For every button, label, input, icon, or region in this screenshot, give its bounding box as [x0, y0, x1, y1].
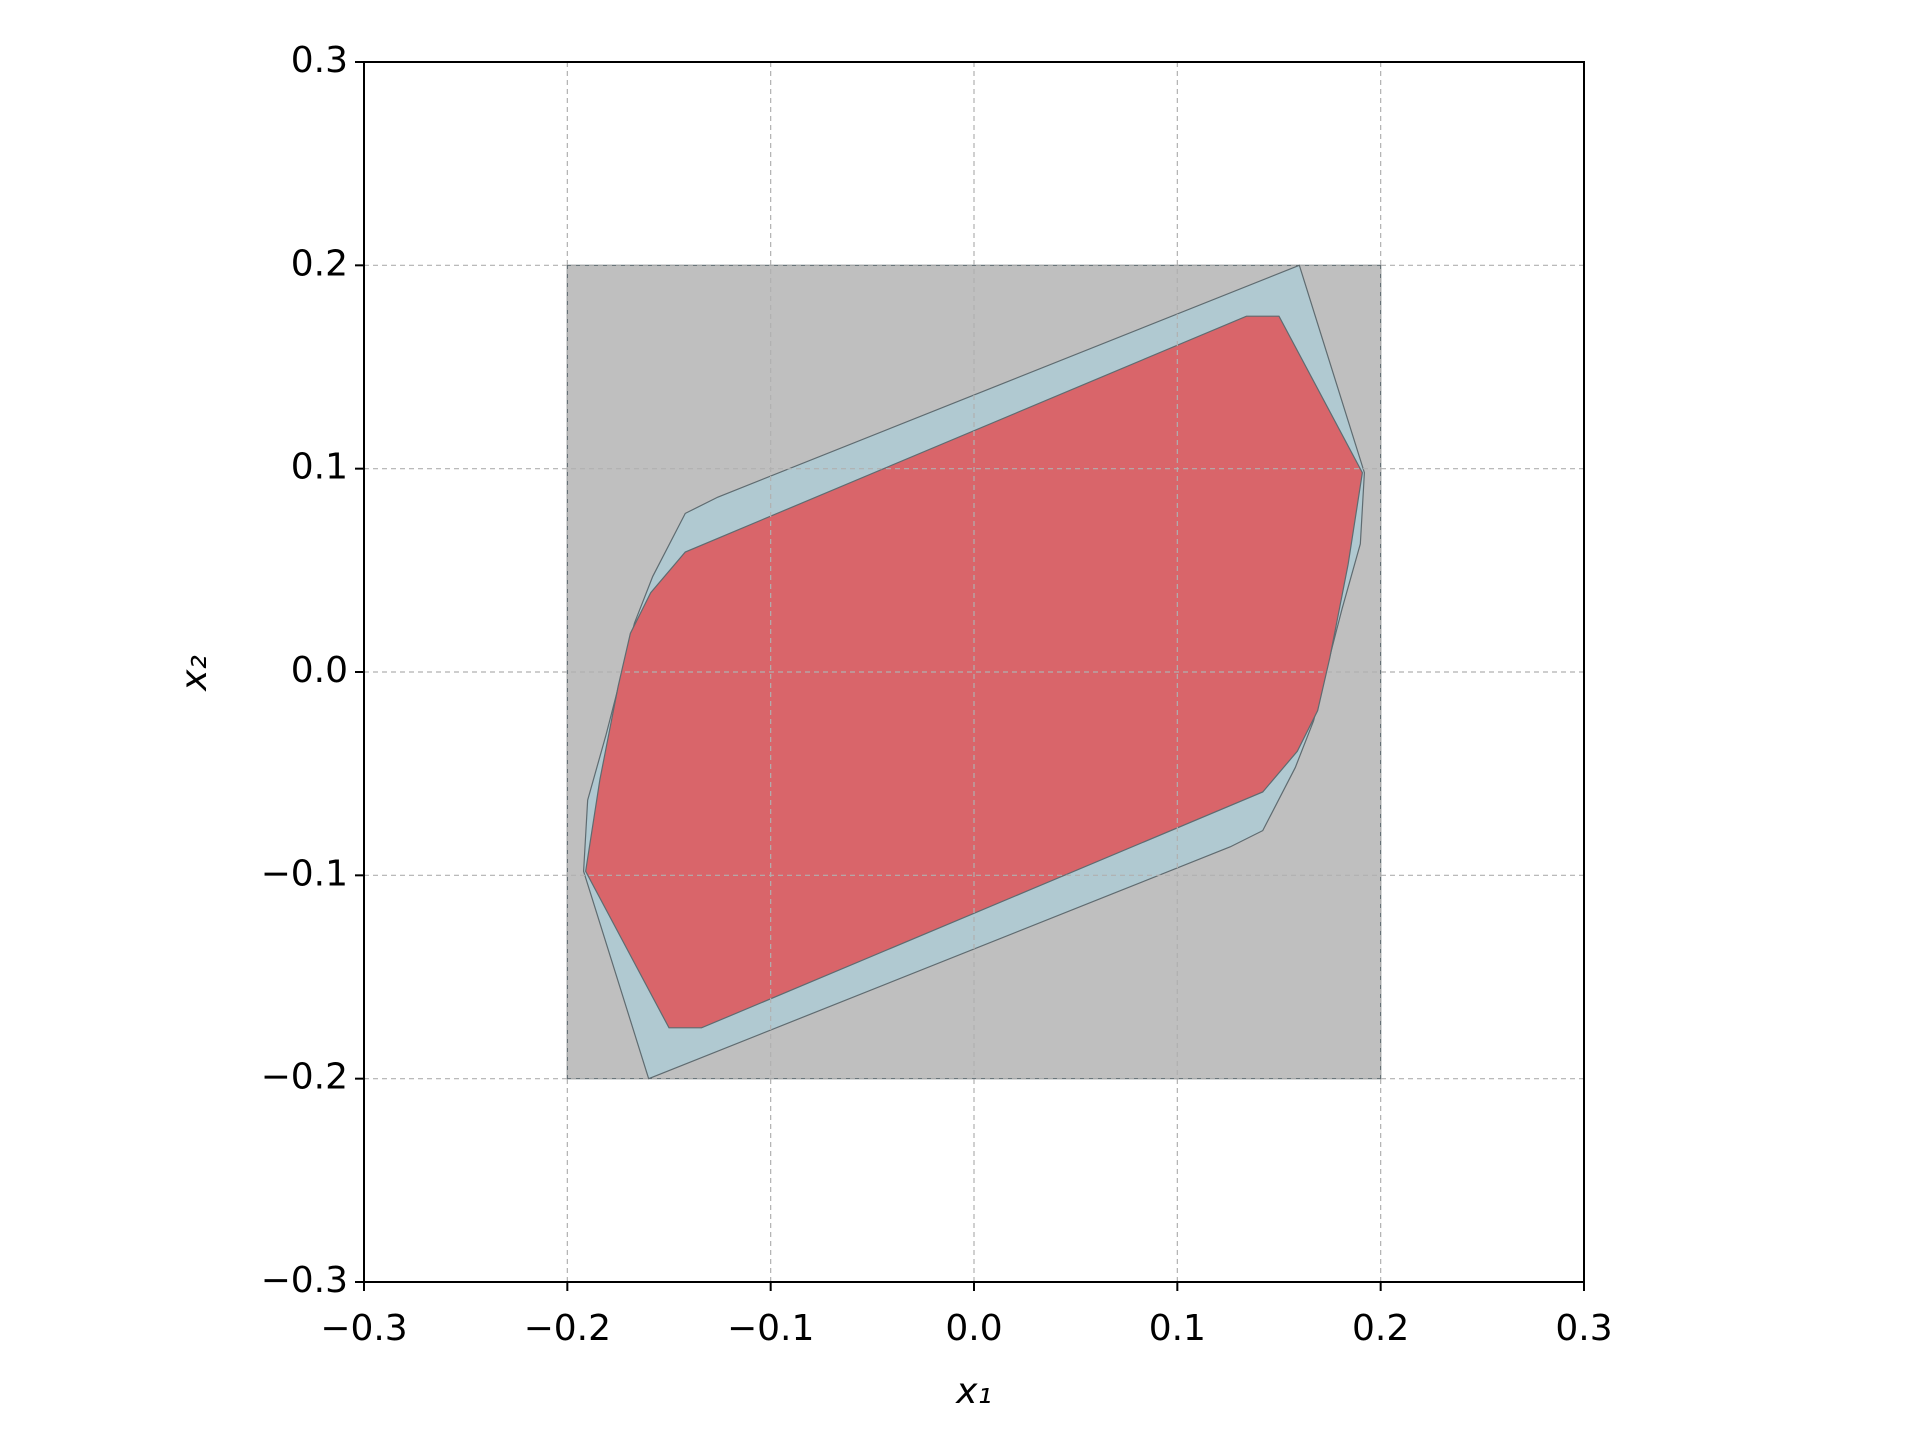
y-tick-label: −0.2 — [261, 1057, 348, 1098]
x-tick-label: −0.2 — [524, 1308, 611, 1349]
y-tick-label: −0.1 — [261, 853, 348, 894]
y-tick-label: 0.1 — [291, 447, 348, 488]
x-tick-label: 0.1 — [1149, 1308, 1206, 1349]
x-tick-label: −0.1 — [727, 1308, 814, 1349]
x-tick-label: −0.3 — [320, 1308, 407, 1349]
x-axis-label: x₁ — [955, 1371, 992, 1412]
region — [585, 315, 1363, 1029]
y-tick-label: 0.3 — [291, 40, 348, 81]
x-tick-label: 0.3 — [1555, 1308, 1612, 1349]
y-axis-label: x₂ — [174, 655, 215, 692]
x-tick-label: 0.2 — [1352, 1308, 1409, 1349]
y-tick-label: 0.0 — [291, 650, 348, 691]
plot-frame — [363, 61, 1585, 1283]
y-tick-label: 0.2 — [291, 243, 348, 284]
y-tick-label: −0.3 — [261, 1260, 348, 1301]
x-tick-label: 0.0 — [945, 1308, 1002, 1349]
